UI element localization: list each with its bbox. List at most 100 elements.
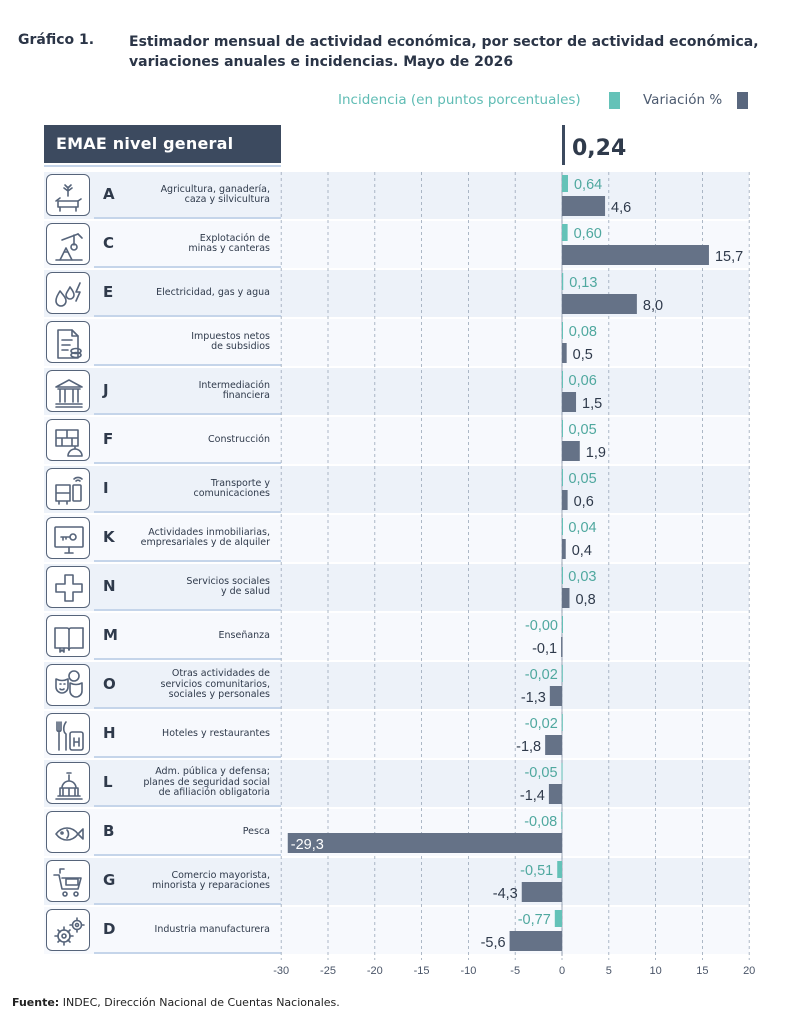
total-incidence-value: 0,24 bbox=[572, 136, 627, 161]
incidence-bar bbox=[561, 714, 563, 731]
sector-name: Industria manufacturera bbox=[154, 923, 270, 935]
row-background bbox=[44, 368, 749, 415]
sector-code: B bbox=[103, 822, 115, 840]
variation-label: -5,6 bbox=[481, 935, 506, 951]
row-separator bbox=[94, 217, 281, 219]
row-background bbox=[44, 613, 749, 660]
total-header: EMAE nivel general bbox=[44, 125, 281, 163]
variation-bar bbox=[509, 931, 562, 951]
variation-bar bbox=[549, 686, 562, 706]
tax-document-icon bbox=[46, 321, 90, 363]
sector-name: Hoteles y restaurantes bbox=[162, 727, 270, 739]
variation-label: 0,6 bbox=[574, 494, 594, 510]
row-separator bbox=[94, 413, 281, 415]
x-tick-label: -15 bbox=[414, 965, 430, 977]
sector-code: D bbox=[103, 920, 116, 938]
row-separator bbox=[94, 903, 281, 905]
incidence-label: -0,02 bbox=[525, 667, 558, 683]
sector-name: Otras actividades de servicios comunitari… bbox=[160, 668, 270, 701]
incidence-bar bbox=[562, 273, 564, 290]
incidence-label: -0,08 bbox=[524, 814, 557, 830]
incidence-bar bbox=[557, 861, 562, 878]
row-background bbox=[44, 417, 749, 464]
variation-bar bbox=[562, 245, 709, 265]
x-tick-label: -10 bbox=[460, 965, 476, 977]
sector-code: A bbox=[103, 185, 115, 203]
bricks-helmet-icon bbox=[46, 419, 90, 461]
header-underline bbox=[44, 165, 281, 167]
variation-bar bbox=[521, 882, 562, 902]
row-background bbox=[44, 662, 749, 709]
variation-label: 0,5 bbox=[573, 347, 593, 363]
chart-title: Estimador mensual de actividad económica… bbox=[129, 34, 759, 70]
variation-bar bbox=[562, 588, 570, 608]
row-background bbox=[44, 319, 749, 366]
sector-code: K bbox=[103, 528, 115, 546]
row-separator bbox=[94, 805, 281, 807]
variation-label: 15,7 bbox=[715, 249, 743, 265]
row-separator bbox=[94, 364, 281, 366]
incidence-label: 0,06 bbox=[569, 373, 597, 389]
variation-bar bbox=[562, 539, 566, 559]
variation-label: 4,6 bbox=[611, 200, 631, 216]
sector-name: Construcción bbox=[208, 433, 270, 445]
row-separator bbox=[94, 756, 281, 758]
bank-icon bbox=[46, 370, 90, 412]
sector-code: C bbox=[103, 234, 115, 252]
sector-name: Electricidad, gas y agua bbox=[156, 286, 270, 298]
row-separator bbox=[94, 952, 281, 954]
chart-number: Gráfico 1. bbox=[18, 32, 95, 48]
fish-icon bbox=[46, 811, 90, 853]
variation-bar bbox=[562, 343, 567, 363]
x-tick-label: 0 bbox=[559, 965, 565, 977]
row-background bbox=[44, 466, 749, 513]
legend-incidence-swatch bbox=[609, 92, 620, 109]
bus-phone-icon bbox=[46, 468, 90, 510]
row-background bbox=[44, 711, 749, 758]
variation-bar bbox=[562, 441, 580, 461]
incidence-label: 0,03 bbox=[568, 569, 596, 585]
x-tick-label: -20 bbox=[367, 965, 383, 977]
row-separator bbox=[94, 266, 281, 268]
incidence-bar bbox=[562, 371, 563, 388]
legend-variation-swatch bbox=[737, 92, 748, 109]
incidence-bar bbox=[562, 322, 563, 339]
sector-code: E bbox=[103, 283, 114, 301]
variation-bar bbox=[561, 637, 563, 657]
sector-code: F bbox=[103, 430, 114, 448]
incidence-label: 0,13 bbox=[569, 275, 597, 291]
incidence-bar bbox=[562, 518, 563, 535]
source-note: Fuente: INDEC, Dirección Nacional de Cue… bbox=[12, 996, 340, 1009]
incidence-bar bbox=[554, 910, 562, 927]
row-separator bbox=[94, 707, 281, 709]
sector-name: Enseñanza bbox=[218, 629, 271, 641]
row-separator bbox=[94, 560, 281, 562]
variation-label: -1,8 bbox=[516, 739, 541, 755]
row-background bbox=[44, 172, 749, 219]
incidence-bar bbox=[561, 763, 563, 780]
row-background bbox=[44, 564, 749, 611]
sector-name: Comercio mayorista, minorista y reparacio… bbox=[151, 869, 270, 891]
incidence-label: -0,77 bbox=[518, 912, 551, 928]
source-label: Fuente: bbox=[12, 996, 60, 1009]
row-separator bbox=[94, 609, 281, 611]
x-tick-label: 10 bbox=[649, 965, 661, 977]
variation-label: -1,4 bbox=[520, 788, 545, 804]
variation-bar bbox=[287, 833, 562, 853]
incidence-label: 0,64 bbox=[574, 177, 602, 193]
row-separator bbox=[94, 854, 281, 856]
cutlery-hotel-icon bbox=[46, 713, 90, 755]
row-separator bbox=[94, 511, 281, 513]
incidence-bar bbox=[562, 567, 563, 584]
variation-bar bbox=[562, 294, 637, 314]
row-separator bbox=[94, 315, 281, 317]
variation-label: 1,5 bbox=[582, 396, 602, 412]
sector-name: Servicios sociales y de salud bbox=[186, 575, 270, 597]
book-icon bbox=[46, 615, 90, 657]
sector-code: L bbox=[103, 773, 113, 791]
incidence-label: 0,08 bbox=[569, 324, 597, 340]
variation-label: 0,4 bbox=[572, 543, 592, 559]
row-separator bbox=[94, 462, 281, 464]
incidence-label: 0,05 bbox=[568, 422, 596, 438]
